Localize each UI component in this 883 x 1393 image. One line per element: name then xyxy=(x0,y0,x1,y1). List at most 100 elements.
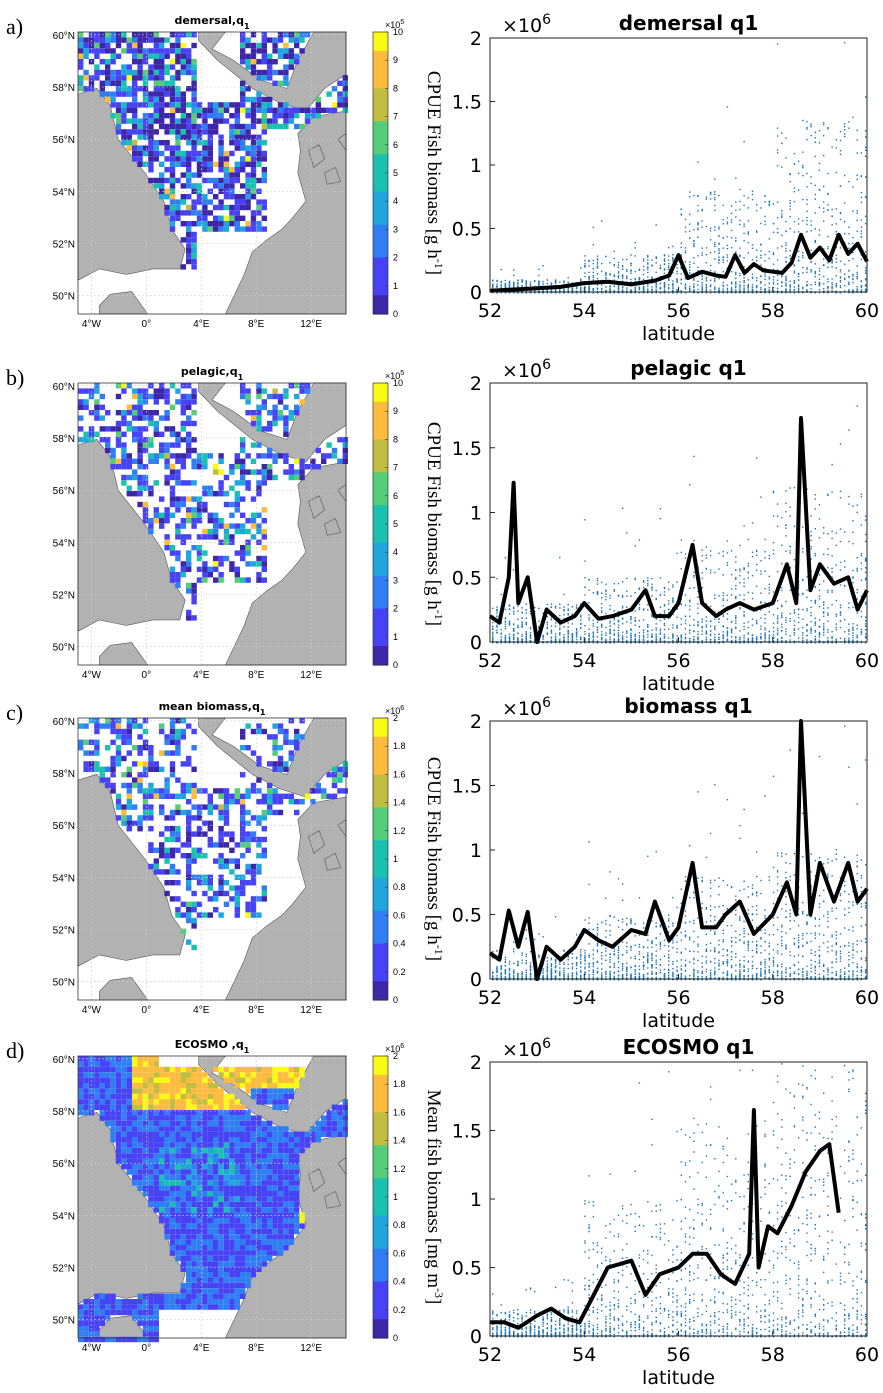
map-cell xyxy=(137,410,143,416)
map-cell xyxy=(164,474,170,481)
scatter-point xyxy=(559,603,561,605)
scatter-point xyxy=(605,292,607,294)
map-cell xyxy=(250,96,257,103)
scatter-point xyxy=(529,635,532,637)
map-cell xyxy=(229,523,235,529)
map-cell xyxy=(256,145,262,151)
scatter-point xyxy=(634,280,636,283)
scatter-point xyxy=(651,286,653,288)
scatter-point xyxy=(764,195,766,197)
map-cell xyxy=(283,415,289,421)
scatter-point xyxy=(613,638,615,641)
map-cell xyxy=(115,458,122,464)
scatter-point xyxy=(525,637,527,640)
map-cell xyxy=(191,145,197,151)
map-cell xyxy=(186,48,192,54)
map-cell xyxy=(186,248,192,254)
scatter-point xyxy=(663,636,666,638)
scatter-point xyxy=(848,283,850,285)
scatter-point xyxy=(496,625,498,628)
scatter-point xyxy=(580,291,582,294)
scatter-point xyxy=(655,283,657,285)
scatter-point xyxy=(709,285,712,288)
map-cell xyxy=(261,215,267,221)
scatter-point xyxy=(864,130,867,132)
scatter-point xyxy=(768,203,770,206)
scatter-point xyxy=(726,256,729,258)
scatter-point xyxy=(693,289,695,291)
scatter-point xyxy=(492,621,494,624)
scatter-point xyxy=(680,255,682,258)
scatter-point xyxy=(638,619,641,622)
scatter-point xyxy=(818,189,821,191)
map-cell xyxy=(202,199,208,205)
scatter-point xyxy=(718,228,720,230)
scatter-point xyxy=(496,291,498,294)
scatter-point xyxy=(525,612,527,614)
map-cell xyxy=(180,458,186,464)
scatter-point xyxy=(810,134,812,137)
scatter-point xyxy=(567,631,569,633)
scatter-point xyxy=(823,154,825,157)
scatter-point xyxy=(739,640,741,642)
map-cell xyxy=(148,458,154,464)
map-cell xyxy=(256,491,262,497)
scatter-point xyxy=(776,274,779,276)
scatter-point xyxy=(550,606,553,608)
map-cell xyxy=(223,226,230,232)
map-cell xyxy=(256,426,262,432)
scatter-point xyxy=(697,229,699,231)
scatter-point xyxy=(651,629,653,631)
scatter-point xyxy=(546,627,548,630)
scatter-point xyxy=(563,641,565,644)
map-cell xyxy=(218,150,224,157)
scatter-point xyxy=(705,283,708,286)
map-cell xyxy=(164,393,170,400)
map-cell xyxy=(164,426,170,432)
colorbar-swatch xyxy=(373,243,388,249)
map-cell xyxy=(196,199,203,205)
scatter-point xyxy=(668,262,670,265)
map-cell xyxy=(245,64,251,70)
map-cell xyxy=(142,518,149,524)
colorbar-swatch xyxy=(373,234,388,240)
scatter-point xyxy=(701,284,703,286)
scatter-point xyxy=(735,283,737,286)
map-cell xyxy=(132,156,138,162)
scatter-point xyxy=(856,290,858,292)
map-cell xyxy=(180,210,186,216)
scatter-point xyxy=(575,636,578,638)
map-cell xyxy=(175,507,181,513)
map-cell xyxy=(148,156,154,162)
map-cell xyxy=(115,431,122,437)
map-panel-0: 4°W 0° 4°E 8°E 12°E60°N58°N56°N54°N52°N50°Nd… xyxy=(53,14,348,330)
scatter-point xyxy=(697,607,699,609)
scatter-point xyxy=(626,595,628,597)
scatter-point xyxy=(663,286,666,288)
scatter-point xyxy=(735,639,737,641)
colorbar-swatch xyxy=(373,636,388,643)
map-cell xyxy=(283,469,289,475)
scatter-point xyxy=(592,276,594,279)
scatter-point xyxy=(617,621,620,623)
scatter-point xyxy=(630,634,632,636)
map-cell xyxy=(223,194,230,200)
scatter-point xyxy=(835,275,837,277)
map-cell xyxy=(250,102,257,108)
map-cell xyxy=(240,442,246,448)
scatter-point xyxy=(701,633,703,635)
scatter-point xyxy=(705,633,708,635)
map-cell xyxy=(250,188,257,194)
scatter-point xyxy=(638,276,641,279)
chart-x-tick-label: 60 xyxy=(855,300,879,322)
scatter-point xyxy=(756,285,758,288)
scatter-point xyxy=(844,285,846,287)
map-cell xyxy=(175,32,181,38)
scatter-point xyxy=(642,258,645,260)
scatter-point xyxy=(609,594,611,597)
map-cell xyxy=(132,123,138,130)
scatter-point xyxy=(726,248,729,250)
map-cell xyxy=(126,420,132,427)
map-cell xyxy=(294,393,300,400)
scatter-point xyxy=(726,217,729,219)
